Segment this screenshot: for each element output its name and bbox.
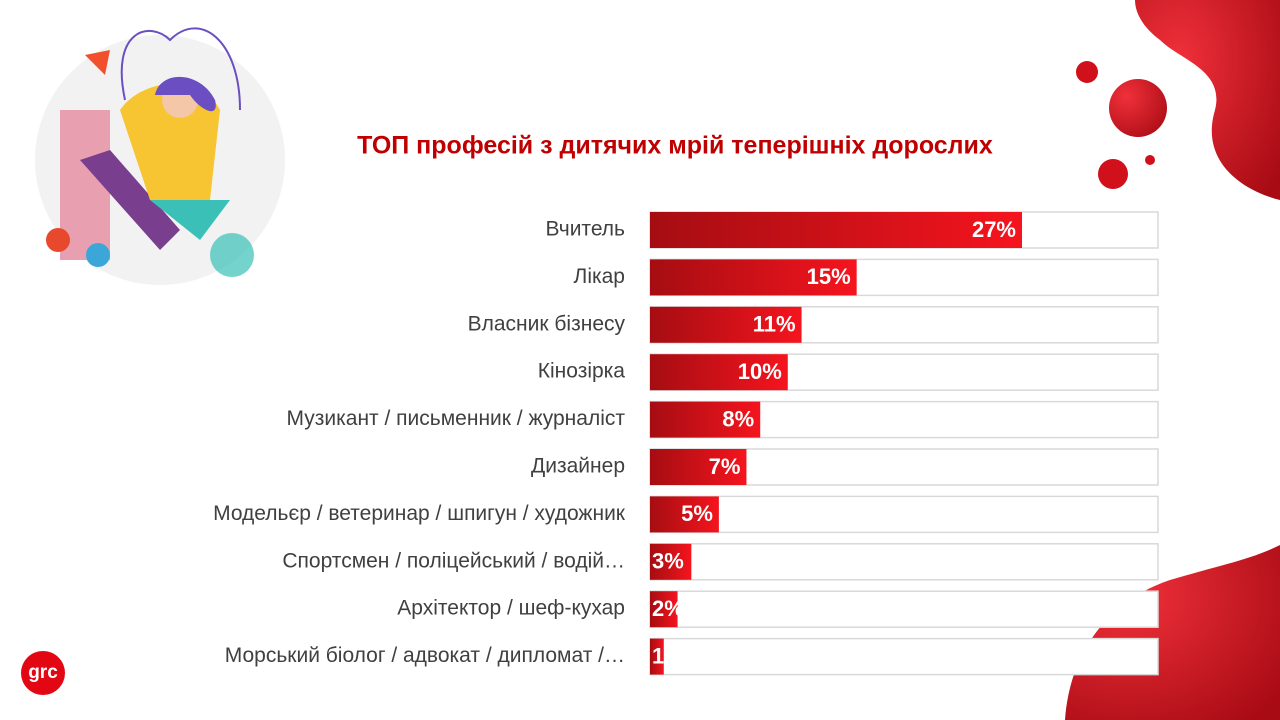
bar: [650, 259, 857, 296]
value-label: 10%: [738, 359, 782, 384]
bar: [650, 401, 761, 438]
bar: [650, 449, 747, 485]
bar: [650, 354, 788, 391]
value-label: 27%: [972, 217, 1016, 242]
logo: grc: [21, 651, 65, 695]
value-label: 11%: [753, 312, 796, 337]
bar: [650, 212, 1022, 248]
value-label: 7%: [709, 454, 741, 479]
category-label: Вчитель: [545, 218, 625, 241]
category-label: Музикант / письменник / журналіст: [287, 407, 626, 430]
decoration-top-right: [1076, 0, 1280, 200]
bar-track: [649, 543, 1159, 581]
category-label: Архітектор / шеф-кухар: [397, 597, 625, 620]
logo-text: grc: [28, 662, 58, 683]
category-label: Дизайнер: [531, 455, 625, 478]
bar: [650, 306, 802, 343]
category-label: Власник бізнесу: [468, 312, 626, 335]
bar-track: [649, 495, 1159, 534]
category-label: Спортсмен / поліцейський / водій…: [282, 549, 625, 572]
bar: [650, 543, 692, 580]
category-label: Морський біолог / адвокат / дипломат /…: [225, 644, 625, 667]
category-label: Кінозірка: [538, 360, 626, 383]
illustration: [35, 27, 285, 285]
chart-title: ТОП професій з дитячих мрій теперішніх д…: [357, 132, 993, 160]
decoration-bottom-right: [1065, 545, 1280, 720]
value-label: 2%: [652, 596, 684, 621]
value-label: 1%: [652, 643, 684, 668]
bar-track: [649, 590, 1159, 628]
value-label: 3%: [652, 549, 684, 574]
bar: [650, 638, 664, 675]
bar: [650, 591, 678, 628]
value-label: 5%: [681, 501, 713, 526]
category-label: Лікар: [574, 265, 625, 288]
bar: [650, 496, 719, 533]
value-label: 8%: [722, 406, 754, 431]
category-label: Модельєр / ветеринар / шпигун / художник: [213, 502, 626, 525]
bar-track: [649, 637, 1159, 676]
value-label: 15%: [807, 264, 851, 289]
